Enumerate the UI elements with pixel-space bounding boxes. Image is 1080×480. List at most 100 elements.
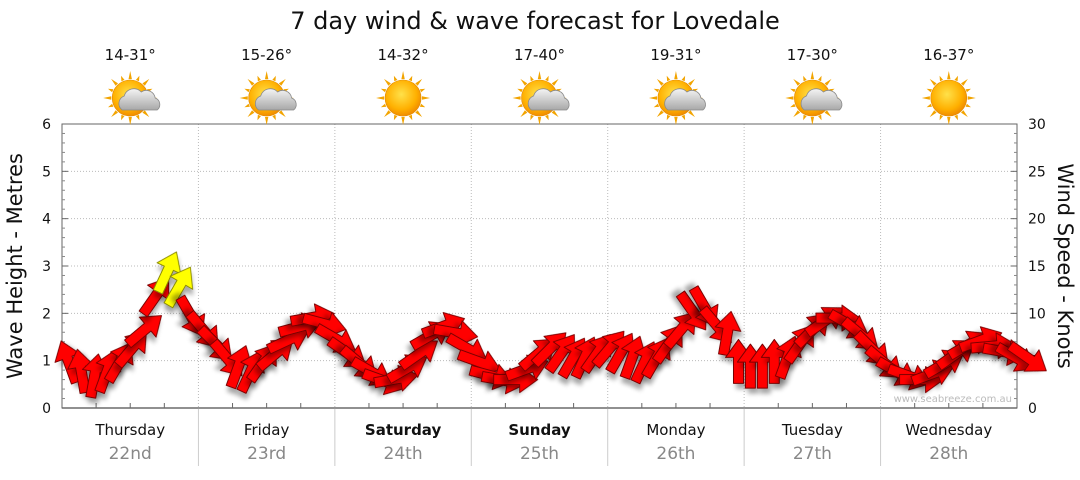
sun-ray — [247, 78, 255, 86]
sun-ray — [666, 75, 671, 82]
y-axis-label-left: Wave Height - Metres — [3, 153, 27, 379]
sun-ray — [545, 114, 549, 121]
day-name: Saturday — [365, 421, 442, 439]
cloud — [664, 88, 706, 111]
sun-ray — [967, 96, 976, 100]
sun-ray — [653, 103, 660, 108]
partly-cloudy-icon — [648, 71, 706, 125]
sun-ray — [421, 96, 431, 100]
sun-ray — [530, 75, 534, 82]
sun-ray — [530, 114, 534, 121]
day-temperature: 19-31° — [650, 46, 701, 64]
sun-ray — [520, 110, 528, 118]
sun-ray — [537, 116, 542, 125]
day-temperature: 17-40° — [514, 46, 565, 64]
wind-arrow-series — [54, 251, 1047, 399]
sunny-icon — [921, 71, 976, 125]
sun-ray — [142, 110, 150, 118]
sun-disc — [384, 79, 422, 117]
sun-ray — [419, 88, 426, 93]
sun-ray — [111, 78, 119, 86]
y-tick-label-left: 5 — [42, 164, 51, 180]
cloud-shape — [527, 88, 570, 111]
day-name: Wednesday — [905, 421, 992, 439]
sun-ray — [121, 114, 125, 121]
wind-arrow-shape — [163, 266, 194, 309]
y-tick-label-right: 15 — [1028, 259, 1046, 275]
sun-ray — [810, 116, 815, 125]
partly-cloudy-icon — [239, 71, 297, 125]
partly-cloudy-icon — [785, 71, 843, 125]
day-labels: Thursday 22nd Friday 23rd Saturday 24th Sunday… — [94, 421, 992, 464]
cloud — [255, 88, 297, 111]
y-tick-label-left: 0 — [42, 401, 51, 417]
sun-ray — [111, 110, 119, 118]
sun-ray — [793, 78, 801, 86]
day-date: 27th — [793, 444, 832, 464]
sun-ray — [785, 96, 794, 100]
sun-ray — [926, 103, 932, 108]
sun-ray — [393, 114, 398, 121]
sun-ray — [135, 114, 140, 121]
cloud-shape — [800, 88, 843, 111]
sun-ray — [247, 110, 255, 118]
sun-ray — [108, 103, 114, 108]
sun-rays — [785, 71, 840, 125]
sun-ray — [947, 116, 951, 125]
partly-cloudy-icon — [512, 71, 570, 125]
y-tick-label-left: 2 — [42, 306, 51, 322]
sun-ray — [674, 116, 678, 125]
sun-ray — [656, 110, 664, 118]
sun-ray — [921, 96, 930, 100]
sun-ray — [818, 114, 822, 121]
sun-ray — [939, 75, 944, 82]
sun-ray — [926, 88, 932, 93]
day-date: 28th — [929, 444, 968, 464]
y-tick-label-left: 1 — [42, 354, 51, 370]
sun-ray — [244, 88, 250, 93]
y-axis-label-right: Wind Speed - Knots — [1053, 163, 1077, 368]
sun-ray — [393, 75, 398, 82]
sun-ray — [121, 75, 125, 82]
wind-arrow — [124, 315, 163, 349]
wind-arrow — [1006, 340, 1047, 372]
sun-ray — [383, 78, 391, 86]
sun-ray — [376, 96, 385, 100]
y-tick-label-left: 6 — [42, 117, 51, 133]
sun-disc — [930, 79, 968, 117]
sun-ray — [960, 110, 968, 118]
sun-ray — [239, 96, 248, 100]
day-date: 23rd — [247, 444, 286, 464]
day-temperature: 14-32° — [378, 46, 429, 64]
cloud-shape — [118, 88, 161, 111]
day-columns — [197, 408, 882, 466]
sun-ray — [790, 88, 796, 93]
y-tick-label-left: 3 — [42, 259, 51, 275]
sun-ray — [681, 75, 686, 82]
sun-ray — [278, 110, 286, 118]
sun-ray — [803, 114, 807, 121]
sunny-icon — [376, 71, 431, 125]
sun-ray — [142, 78, 150, 86]
partly-cloudy-icon — [103, 71, 161, 125]
sun-ray — [264, 71, 269, 80]
sun-ray — [681, 114, 686, 121]
sun-ray — [939, 114, 944, 121]
sun-ray — [929, 110, 937, 118]
y-tick-label-right: 0 — [1028, 401, 1037, 417]
sun-ray — [517, 103, 523, 108]
sun-rays — [376, 71, 431, 125]
sun-ray — [244, 103, 250, 108]
sun-rays — [648, 71, 703, 125]
left-axis: 0 1 2 3 4 5 6 — [42, 117, 68, 417]
sun-ray — [520, 78, 528, 86]
y-tick-label-right: 20 — [1028, 212, 1046, 228]
y-tick-label-right: 10 — [1028, 306, 1046, 322]
wind-arrow-shape — [1006, 340, 1047, 372]
day-temperature: 16-37° — [923, 46, 974, 64]
sun-ray — [810, 71, 815, 80]
sun-ray — [965, 88, 971, 93]
day-date: 22nd — [109, 444, 152, 464]
cloud-shape — [255, 88, 297, 111]
